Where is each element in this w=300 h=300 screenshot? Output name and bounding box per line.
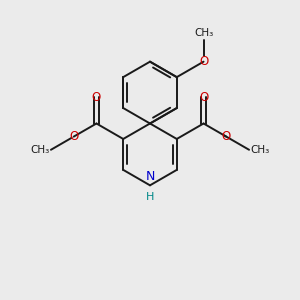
Text: O: O xyxy=(199,91,208,104)
Text: O: O xyxy=(69,130,78,143)
Text: H: H xyxy=(146,192,154,202)
Text: O: O xyxy=(222,130,231,143)
Text: CH₃: CH₃ xyxy=(30,145,50,155)
Text: O: O xyxy=(199,55,208,68)
Text: CH₃: CH₃ xyxy=(250,145,270,155)
Text: O: O xyxy=(92,91,101,104)
Text: CH₃: CH₃ xyxy=(194,28,213,38)
Text: N: N xyxy=(145,170,155,183)
